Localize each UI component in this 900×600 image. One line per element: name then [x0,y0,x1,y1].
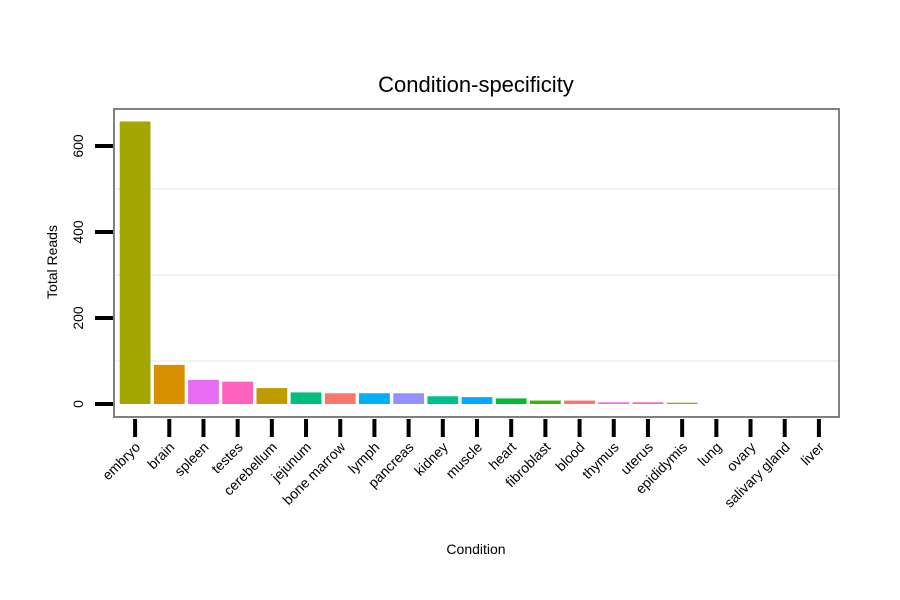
plot-border [113,108,840,418]
bar [222,381,254,404]
bar [393,393,425,404]
y-axis-title: Total Reads [44,225,60,299]
x-tick-label: lung [694,439,724,469]
bar [666,402,698,404]
bar [564,400,595,404]
x-axis-title: Condition [446,541,505,557]
x-tick-label: embryo [99,439,143,483]
y-tick-label: 200 [70,306,86,330]
chart-title: Condition-specificity [378,72,574,97]
y-tick-label: 600 [70,134,86,158]
bar [461,397,493,404]
bar [529,400,561,404]
bar [290,392,322,404]
bar [324,393,356,404]
y-axis: 0 200 400 600 [70,134,113,408]
bar [632,402,664,404]
x-tick-label: thymus [579,439,622,482]
bar [598,402,630,404]
grid-lines [115,188,838,362]
bar [119,121,151,405]
x-tick-label: liver [798,439,828,469]
bar [495,398,527,404]
bar [256,388,288,404]
x-tick-label: spleen [171,439,211,479]
x-tick-label: muscle [442,439,485,482]
x-axis: embryo brainspleentestescerebellumjejunum… [99,419,827,511]
bar [188,379,219,404]
y-tick-label: 400 [70,220,86,244]
bar [153,364,185,404]
bar [359,393,390,404]
bars [119,121,698,405]
bar [427,396,459,404]
y-tick-label: 0 [70,400,86,408]
